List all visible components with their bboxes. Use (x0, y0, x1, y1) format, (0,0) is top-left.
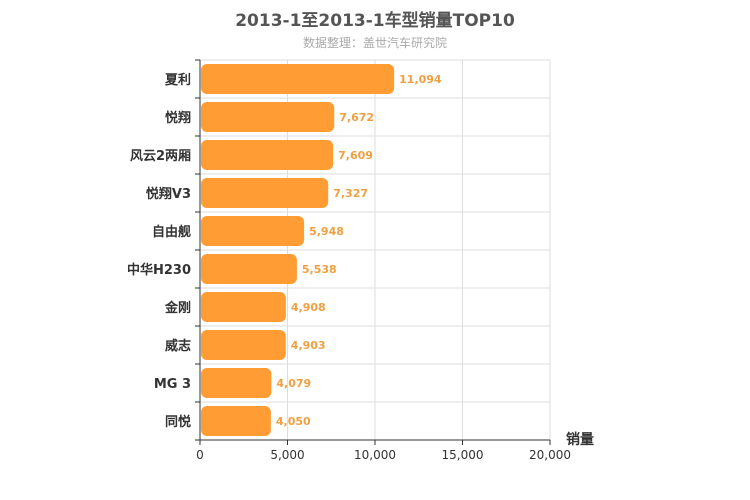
data-label: 7,609 (338, 149, 373, 162)
category-label: 威志 (165, 338, 191, 354)
bar (201, 330, 286, 360)
category-label: 自由舰 (152, 224, 191, 240)
data-label: 5,948 (309, 225, 344, 238)
data-label: 4,050 (276, 415, 311, 428)
category-label: 中华H230 (127, 262, 191, 278)
chart-subtitle: 数据整理：盖世汽车研究院 (302, 36, 447, 50)
category-label: 同悦 (165, 414, 191, 430)
bar (201, 368, 272, 398)
x-tick-label: 20,000 (529, 448, 571, 462)
bar (201, 216, 305, 246)
x-tick-label: 10,000 (354, 448, 396, 462)
data-label: 11,094 (399, 73, 442, 86)
data-label: 4,903 (291, 339, 326, 352)
x-tick-label: 0 (196, 448, 204, 462)
bar (201, 292, 286, 322)
data-label: 4,908 (291, 301, 326, 314)
data-label: 5,538 (302, 263, 337, 276)
x-tick-label: 5,000 (270, 448, 304, 462)
bar (201, 178, 329, 208)
category-label: 夏利 (164, 72, 191, 88)
category-label: 悦翔 (165, 110, 191, 126)
category-label: 风云2两厢 (130, 149, 191, 164)
category-label: MG 3 (154, 377, 191, 392)
category-label: 悦翔V3 (146, 186, 191, 202)
bar (201, 140, 334, 170)
data-label: 7,327 (333, 187, 368, 200)
category-label: 金刚 (164, 300, 191, 316)
bar (201, 64, 395, 94)
bar (201, 102, 335, 132)
x-tick-label: 15,000 (442, 448, 484, 462)
data-label: 4,079 (276, 377, 311, 390)
bar (201, 406, 271, 436)
chart-title: 2013-1至2013-1车型销量TOP10 (235, 11, 515, 31)
x-axis-title: 销量 (566, 431, 594, 448)
data-label: 7,672 (339, 111, 374, 124)
bar (201, 254, 297, 284)
